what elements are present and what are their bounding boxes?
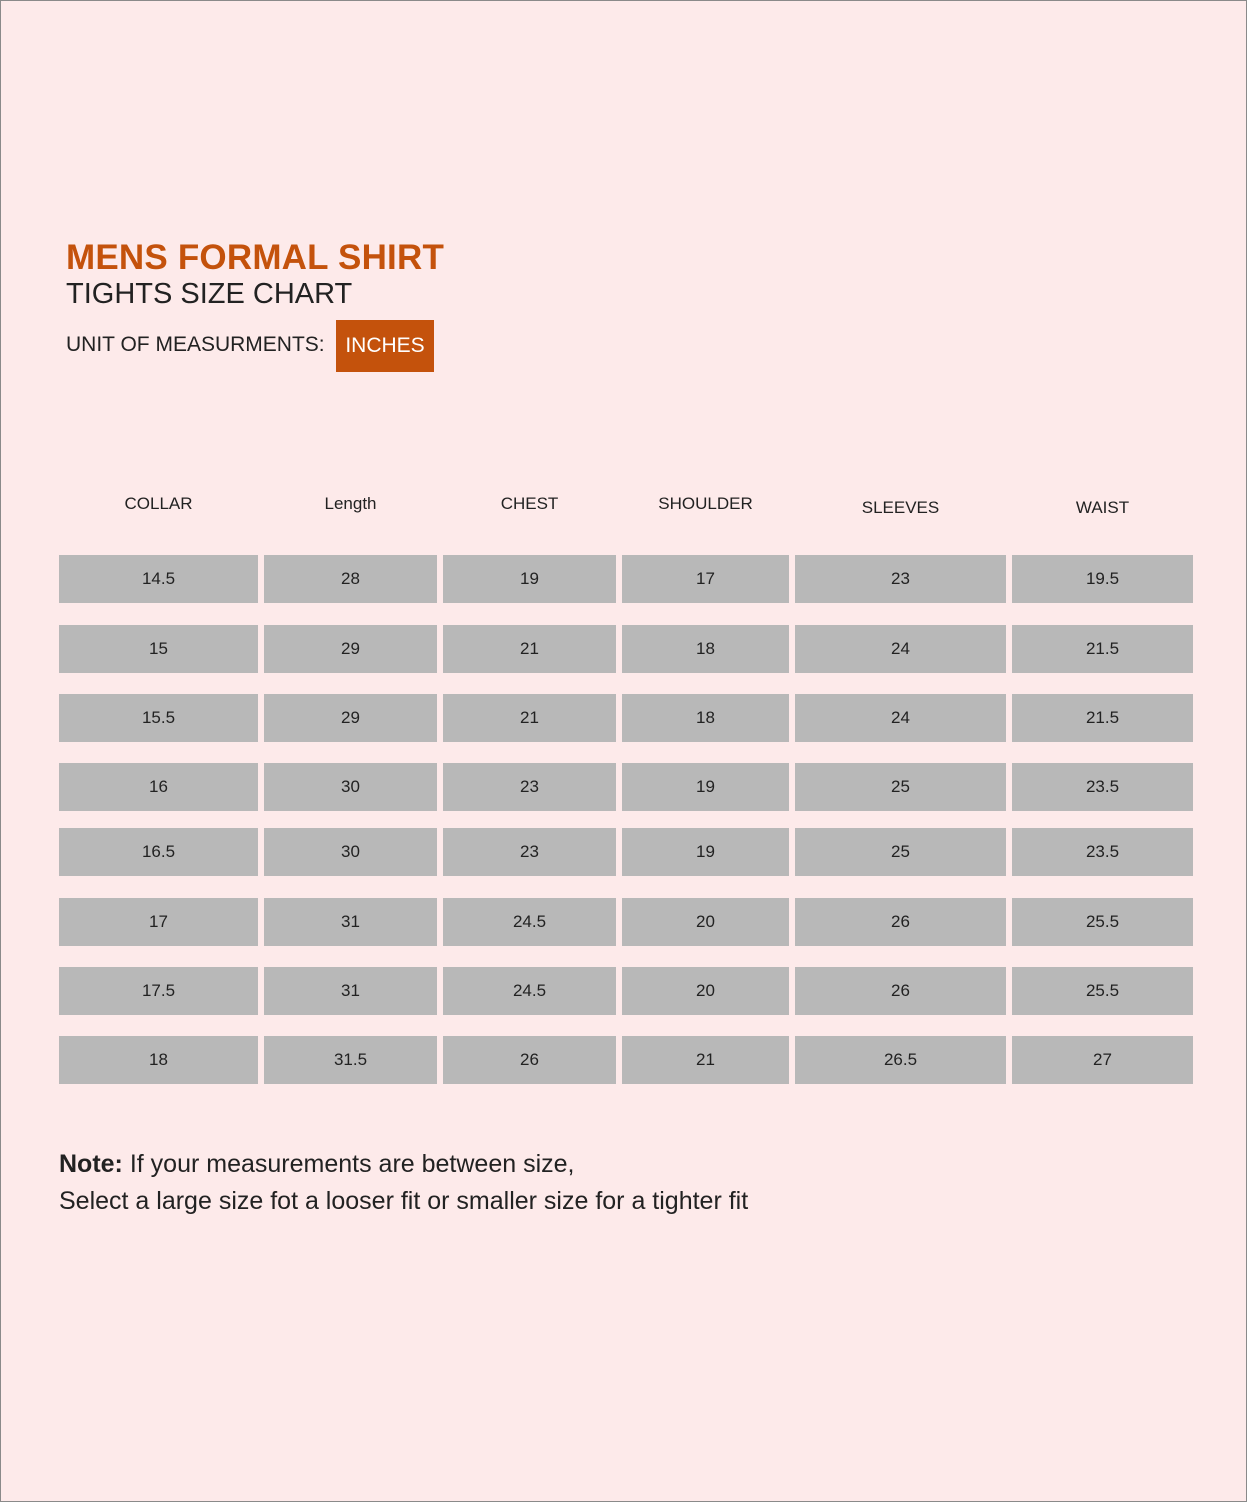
- page-title: MENS FORMAL SHIRT: [66, 238, 445, 277]
- table-cell: 30: [264, 763, 437, 811]
- table-cell: 25: [795, 763, 1006, 811]
- column-header: WAIST: [1075, 498, 1130, 517]
- table-cell: 24.5: [443, 898, 616, 946]
- table-cell: 18: [622, 625, 789, 673]
- table-cell: 23.5: [1012, 763, 1193, 811]
- column-header: SLEEVES: [861, 498, 940, 517]
- table-cell: 19: [622, 828, 789, 876]
- table-cell: 24: [795, 625, 1006, 673]
- column-header: CHEST: [500, 494, 559, 513]
- table-cell: 24.5: [443, 967, 616, 1015]
- unit-badge: INCHES: [336, 320, 434, 372]
- table-cell: 19.5: [1012, 555, 1193, 603]
- table-cell: 21: [443, 625, 616, 673]
- table-cell: 16: [59, 763, 258, 811]
- note-line-1: If your measurements are between size,: [122, 1150, 575, 1178]
- table-cell: 26: [795, 898, 1006, 946]
- table-cell: 24: [795, 694, 1006, 742]
- table-cell: 29: [264, 625, 437, 673]
- table-cell: 25.5: [1012, 898, 1193, 946]
- table-cell: 19: [443, 555, 616, 603]
- table-cell: 21.5: [1012, 625, 1193, 673]
- table-cell: 31: [264, 898, 437, 946]
- column-header: Length: [324, 494, 377, 513]
- table-cell: 23: [443, 828, 616, 876]
- table-cell: 28: [264, 555, 437, 603]
- table-cell: 21: [622, 1036, 789, 1084]
- table-cell: 21.5: [1012, 694, 1193, 742]
- table-cell: 17: [622, 555, 789, 603]
- table-cell: 30: [264, 828, 437, 876]
- table-cell: 23: [443, 763, 616, 811]
- table-cell: 17: [59, 898, 258, 946]
- table-cell: 15: [59, 625, 258, 673]
- table-cell: 27: [1012, 1036, 1193, 1084]
- table-cell: 16.5: [59, 828, 258, 876]
- table-cell: 18: [59, 1036, 258, 1084]
- table-cell: 31: [264, 967, 437, 1015]
- unit-label: UNIT OF MEASURMENTS:: [66, 333, 325, 356]
- table-cell: 23.5: [1012, 828, 1193, 876]
- table-cell: 21: [443, 694, 616, 742]
- table-cell: 23: [795, 555, 1006, 603]
- note-label: Note:: [59, 1150, 123, 1178]
- table-cell: 20: [622, 967, 789, 1015]
- table-cell: 25.5: [1012, 967, 1193, 1015]
- table-cell: 25: [795, 828, 1006, 876]
- table-cell: 19: [622, 763, 789, 811]
- table-cell: 31.5: [264, 1036, 437, 1084]
- column-header: COLLAR: [124, 494, 193, 513]
- table-cell: 26.5: [795, 1036, 1006, 1084]
- table-cell: 26: [443, 1036, 616, 1084]
- table-cell: 17.5: [59, 967, 258, 1015]
- table-cell: 29: [264, 694, 437, 742]
- note-line-2: Select a large size fot a looser fit or …: [59, 1187, 749, 1215]
- page-subtitle: TIGHTS SIZE CHART: [66, 278, 353, 310]
- note: Note: If your measurements are between s…: [59, 1146, 748, 1220]
- table-cell: 20: [622, 898, 789, 946]
- table-cell: 26: [795, 967, 1006, 1015]
- column-header: SHOULDER: [658, 494, 753, 513]
- table-cell: 18: [622, 694, 789, 742]
- table-cell: 14.5: [59, 555, 258, 603]
- table-cell: 15.5: [59, 694, 258, 742]
